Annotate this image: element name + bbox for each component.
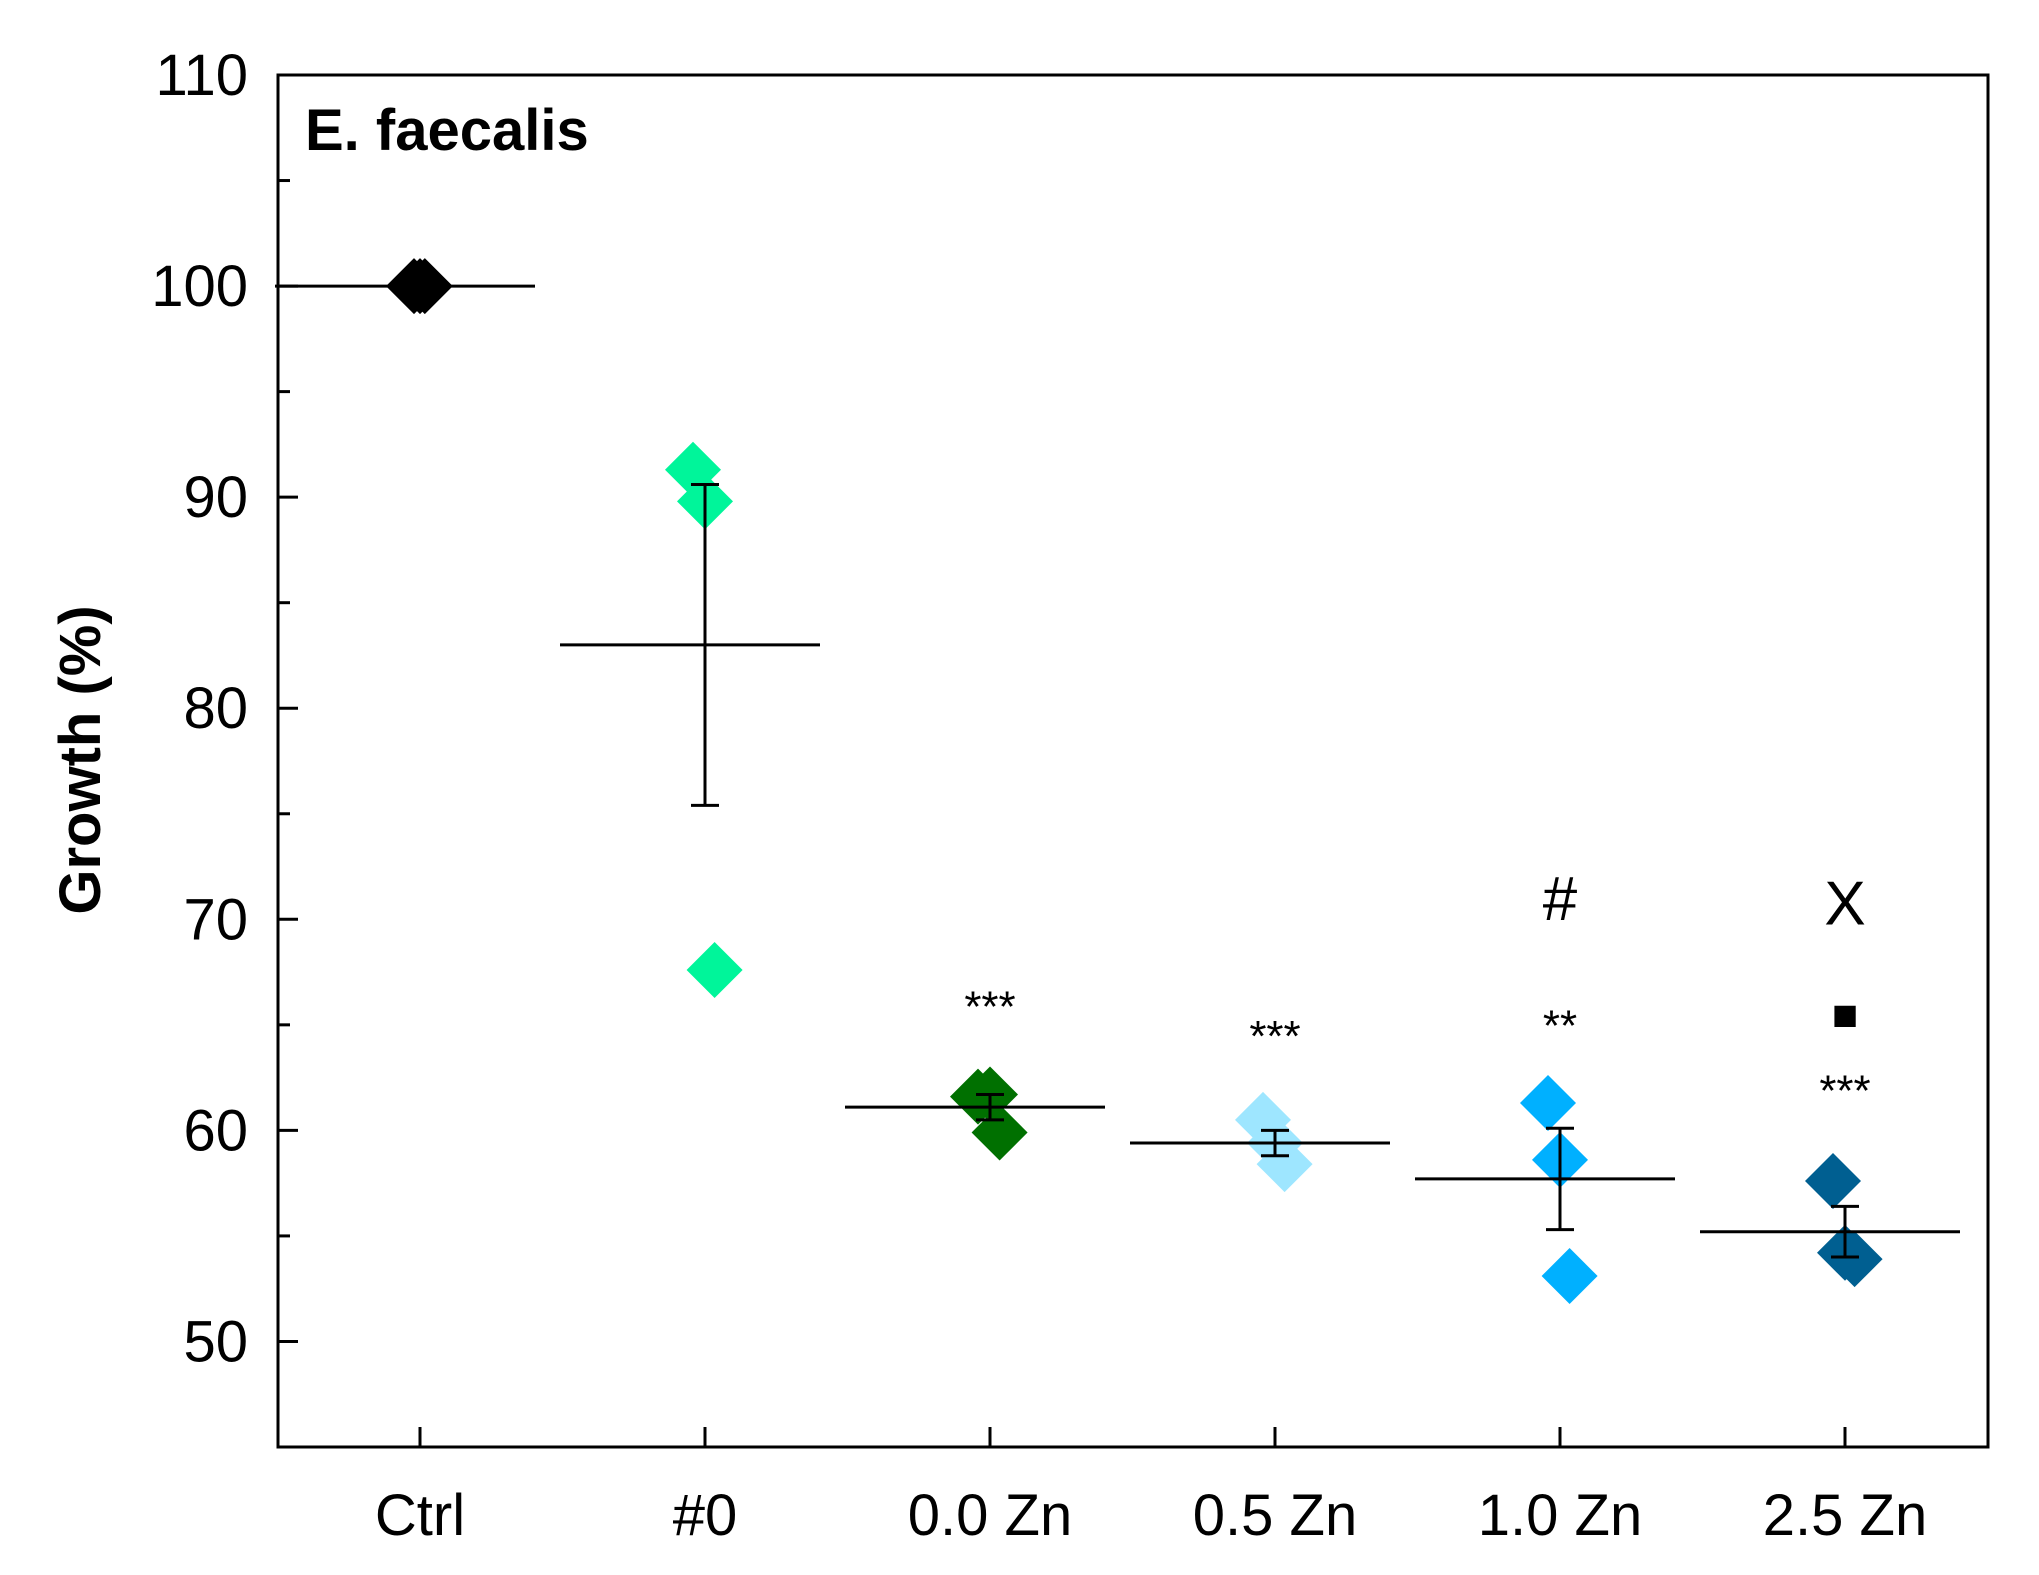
x-tick-label: #0 [673,1483,738,1548]
x-axis: Ctrl #0 0.0 Zn 0.5 Zn 1.0 Zn 2.5 Zn [375,1427,1927,1548]
y-tick-label: 50 [183,1309,248,1374]
x-tick-label: Ctrl [375,1483,465,1548]
group-0-5-zn: *** [1130,1012,1390,1193]
data-point [1520,1074,1576,1131]
group-ctrl [275,258,535,315]
x-tick-label: 0.5 Zn [1193,1483,1357,1548]
data-point [1541,1248,1598,1305]
significance-marker: ■ [1832,991,1859,1040]
panel-label: E. faecalis [305,98,589,163]
plot-frame [276,73,1990,1449]
y-tick-label: 100 [151,254,248,319]
y-axis-label: Growth (%) [48,605,113,914]
group-0-0-zn: *** [845,982,1105,1161]
significance-marker: *** [1249,1012,1300,1061]
group--0 [560,441,820,998]
group-1-0-zn: ** # [1415,865,1675,1305]
data-groups: ****** **#***■X [275,258,1960,1305]
significance-marker: ** [1543,1001,1577,1050]
y-tick-label: 60 [183,1098,248,1163]
data-point [1256,1136,1313,1193]
group-2-5-zn: *** ■ X [1700,869,1960,1288]
data-point [686,941,743,998]
y-tick-label: 80 [183,676,248,741]
y-axis: 50 60 70 80 90 100 110 [151,43,298,1449]
significance-marker: *** [964,982,1015,1031]
x-tick-label: 1.0 Zn [1478,1483,1642,1548]
y-tick-label: 90 [183,465,248,530]
data-point [1826,1231,1883,1288]
x-tick-label: 0.0 Zn [908,1483,1072,1548]
y-tick-label: 110 [156,43,248,108]
x-tick-label: 2.5 Zn [1763,1483,1927,1548]
data-point [1805,1153,1861,1210]
significance-marker: # [1543,865,1578,934]
y-tick-label: 70 [183,887,248,952]
significance-marker: X [1824,869,1865,938]
significance-marker: *** [1819,1067,1870,1116]
